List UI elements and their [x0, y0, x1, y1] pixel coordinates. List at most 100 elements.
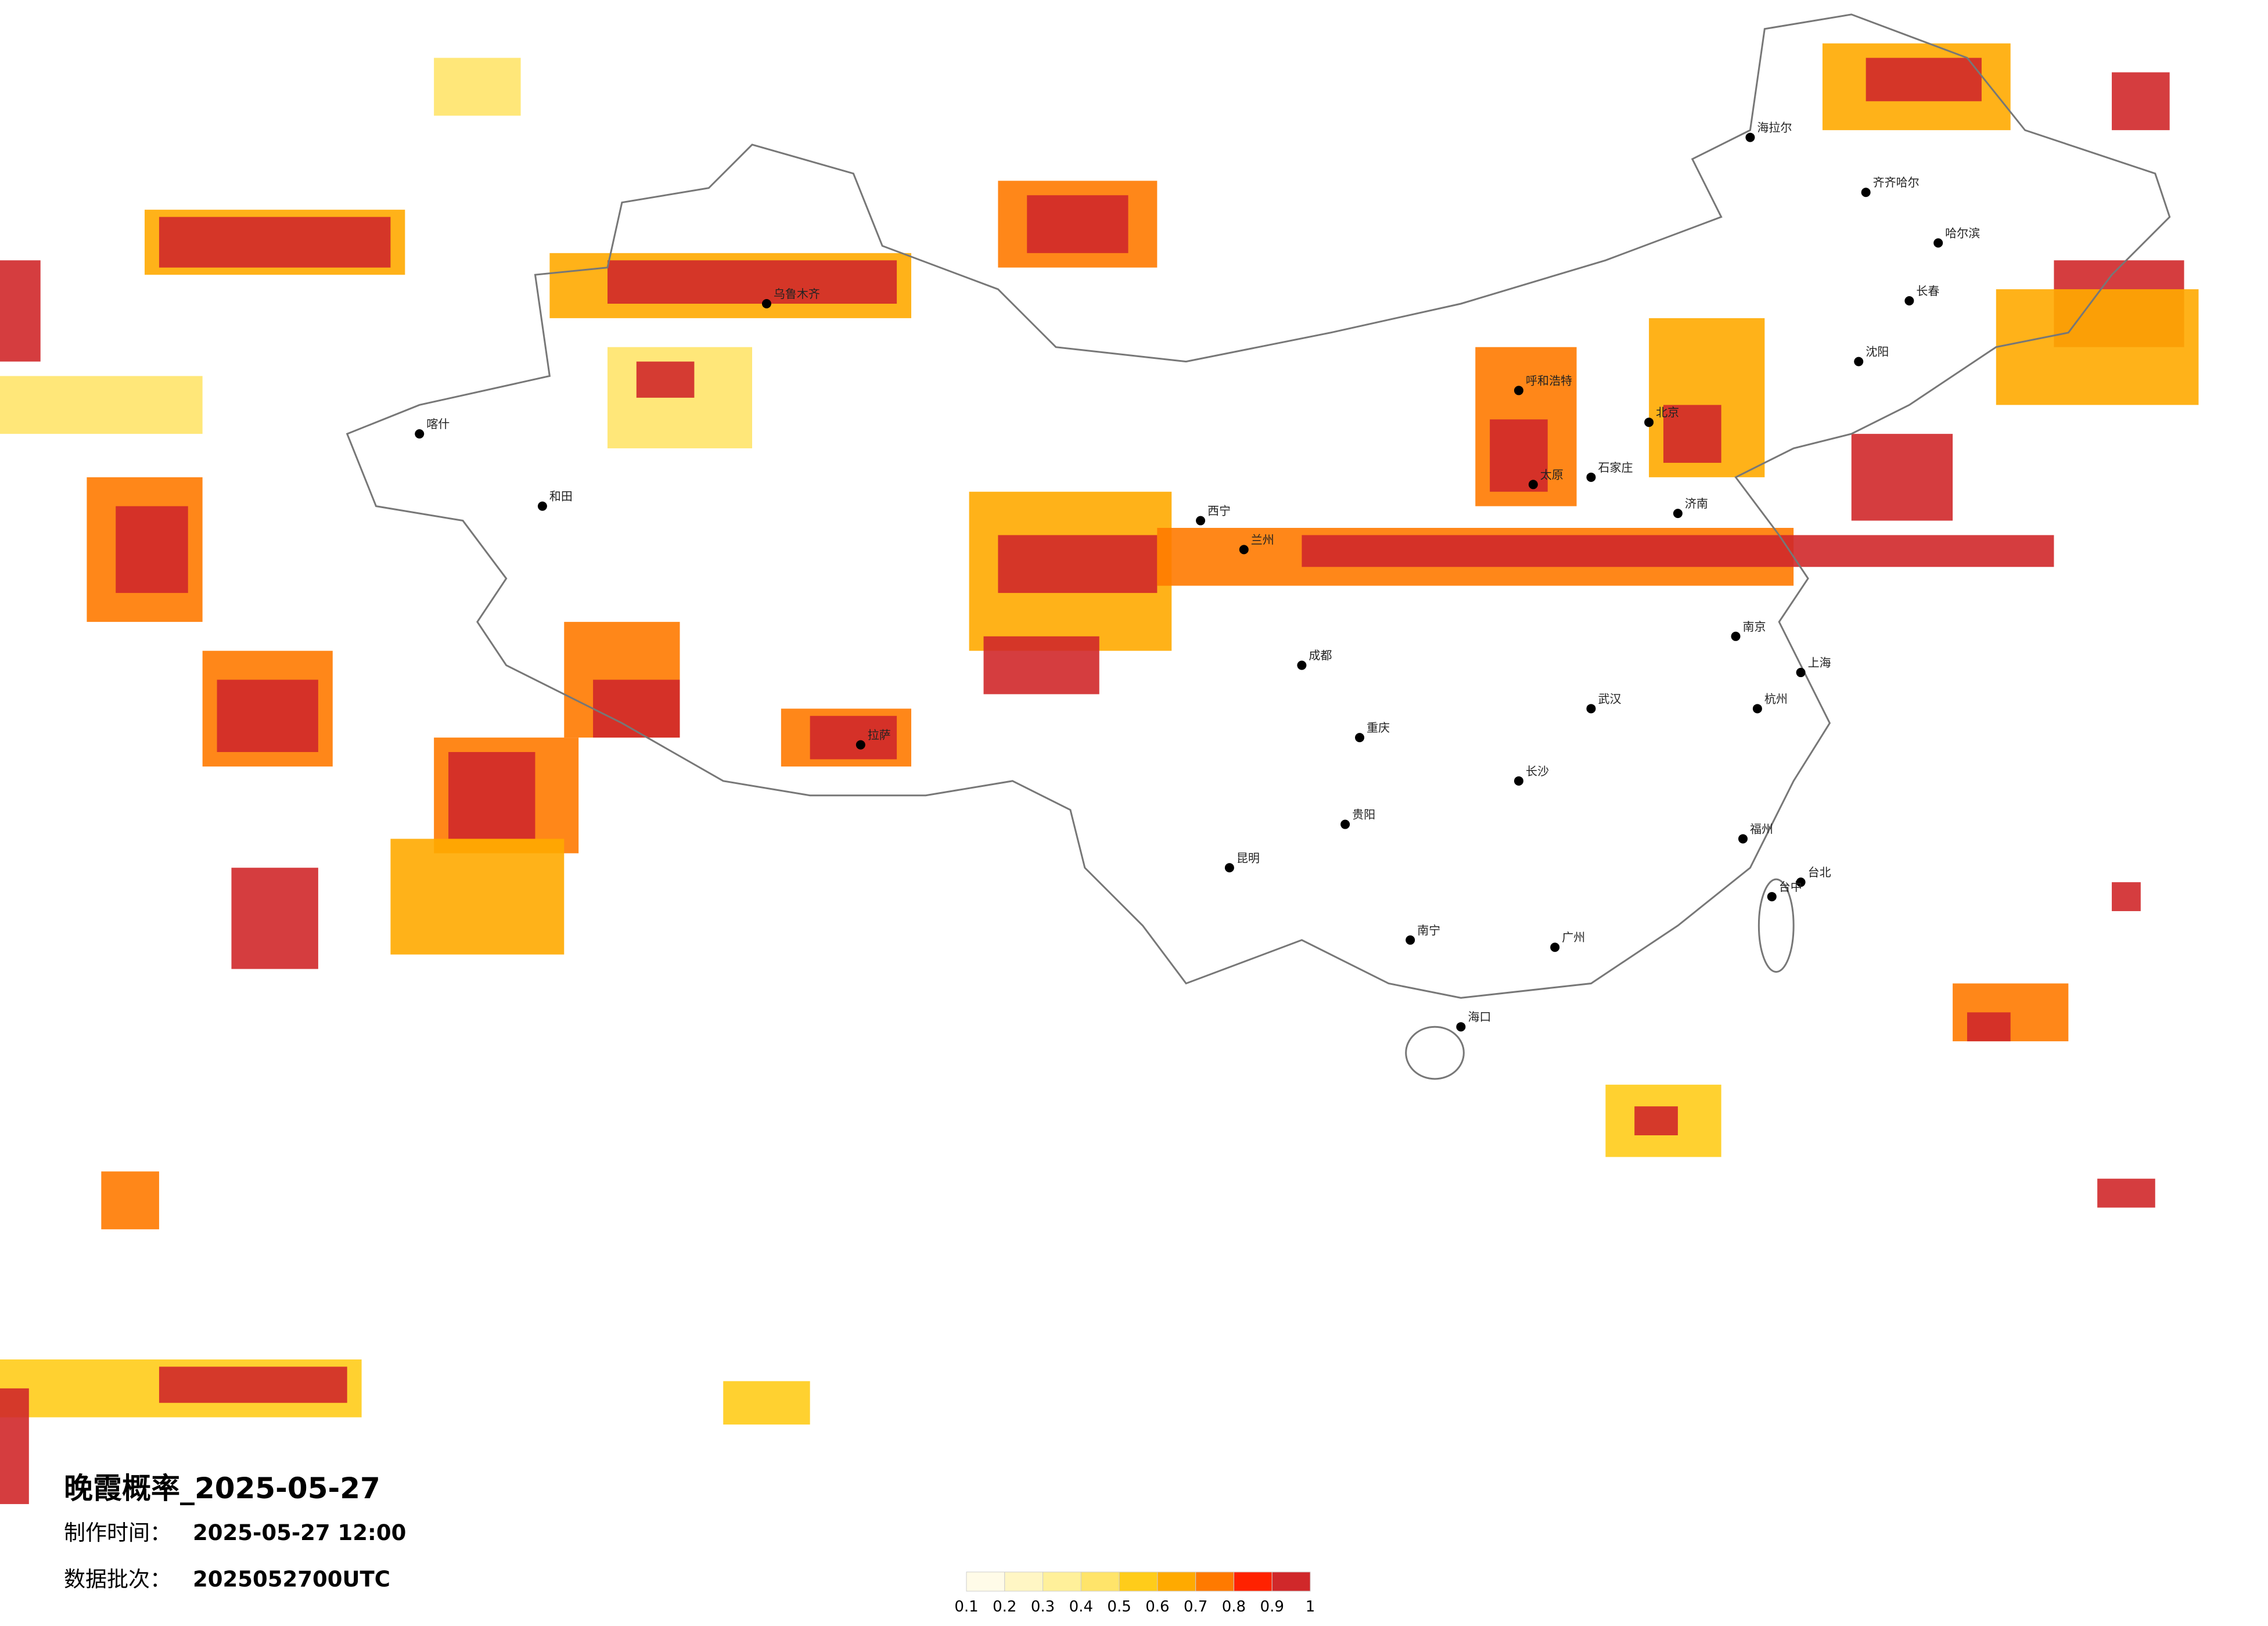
city-label: 沈阳	[1866, 345, 1889, 359]
city-dot	[1550, 942, 1560, 952]
city-label: 石家庄	[1598, 461, 1633, 474]
city-dot	[1738, 834, 1748, 844]
city-dot	[1406, 935, 1415, 945]
colorbar-tick-label: 0.6	[1145, 1598, 1169, 1616]
taiwan	[1757, 878, 1795, 973]
heat-cell	[1967, 1012, 2011, 1042]
city-dot	[1745, 132, 1755, 142]
city-label: 南宁	[1417, 923, 1440, 937]
heat-cell	[0, 260, 41, 362]
colorbar-tick-label: 0.9	[1260, 1598, 1284, 1616]
heat-cell	[1851, 434, 1953, 521]
city-dot	[1586, 704, 1596, 714]
heat-cell	[231, 868, 318, 969]
colorbar-tick-label: 0.2	[993, 1598, 1016, 1616]
colorbar-tick-label: 0.1	[954, 1598, 978, 1616]
city-dot	[537, 501, 547, 511]
heat-cell	[2097, 1178, 2155, 1208]
cities: 海拉尔齐齐哈尔哈尔滨长春沈阳呼和浩特北京石家庄太原济南西宁兰州成都重庆武汉长沙南…	[415, 121, 1980, 1032]
colorbar-swatch	[1195, 1571, 1234, 1592]
city-label: 广州	[1562, 930, 1585, 944]
city-dot	[1456, 1022, 1466, 1032]
heat-cell	[1663, 405, 1721, 463]
heat-cell	[217, 679, 318, 753]
colorbar-tick-label: 0.5	[1107, 1598, 1131, 1616]
country-border	[346, 13, 2171, 999]
city-dot	[1586, 472, 1596, 482]
city-label: 北京	[1656, 405, 1679, 419]
heat-cell	[101, 1171, 159, 1229]
city-label: 兰州	[1251, 533, 1274, 546]
heat-cell	[1866, 57, 1982, 102]
city-label: 海口	[1468, 1010, 1491, 1024]
city-label: 贵阳	[1352, 808, 1375, 822]
city-label: 福州	[1750, 822, 1773, 836]
heat-cell	[723, 1381, 810, 1425]
city-label: 台北	[1808, 865, 1831, 879]
colorbar-swatch	[1119, 1571, 1158, 1592]
colorbar-swatch	[1080, 1571, 1120, 1592]
city-dot	[1224, 863, 1234, 873]
city-label: 重庆	[1367, 721, 1390, 735]
city-label: 成都	[1309, 649, 1332, 663]
heat-cell	[1634, 1106, 1678, 1135]
hainan	[1405, 1026, 1465, 1080]
heat-cell	[1996, 289, 2199, 405]
heat-cell	[1302, 535, 2054, 567]
colorbar-swatch	[1233, 1571, 1273, 1592]
colorbar-tick-label: 0.8	[1222, 1598, 1246, 1616]
city-dot	[1514, 386, 1523, 395]
city-label: 武汉	[1598, 692, 1621, 706]
city-dot	[1752, 704, 1762, 714]
city-dot	[1854, 357, 1864, 366]
batch-value: 2025052700UTC	[193, 1567, 390, 1592]
city-label: 南京	[1743, 620, 1766, 634]
heat-cell	[434, 57, 521, 116]
heat-cell	[159, 1366, 347, 1403]
heat-cell	[636, 361, 695, 398]
city-dot	[1933, 238, 1943, 248]
colorbar-tick-label: 0.4	[1069, 1598, 1093, 1616]
city-dot	[1644, 418, 1654, 427]
city-label: 喀什	[426, 417, 450, 431]
city-label: 乌鲁木齐	[774, 287, 820, 301]
heat-cell	[448, 752, 535, 839]
heat-cell	[0, 1388, 29, 1505]
heat-cell	[998, 535, 1158, 593]
heat-cell	[390, 839, 565, 955]
city-dot	[1673, 509, 1683, 519]
colorbar-swatch	[966, 1571, 1005, 1592]
city-dot	[761, 298, 771, 308]
city-dot	[1767, 892, 1777, 902]
city-label: 济南	[1685, 497, 1708, 510]
borders	[346, 13, 2171, 1080]
city-dot	[1861, 188, 1871, 197]
city-label: 台中	[1779, 880, 1802, 894]
city-dot	[1514, 776, 1523, 786]
heat-cell	[0, 376, 203, 434]
colorbar-swatch	[1043, 1571, 1081, 1592]
city-dot	[415, 429, 425, 439]
heat-cell	[2112, 882, 2141, 911]
heat-cell	[810, 715, 897, 760]
colorbar-swatch	[1157, 1571, 1196, 1592]
city-dot	[1528, 480, 1538, 490]
city-label: 哈尔滨	[1945, 226, 1980, 240]
city-dot	[1340, 819, 1350, 829]
city-dot	[1731, 631, 1741, 641]
title: 晚霞概率_2025-05-27	[64, 1472, 380, 1505]
probability-field	[0, 43, 2199, 1505]
heat-cell	[1490, 419, 1548, 492]
city-label: 上海	[1808, 656, 1831, 670]
colorbar: 0.1 0.2 0.3 0.4 0.5 0.6 0.7 0.8 0.9 1	[954, 1571, 1315, 1616]
city-label: 长春	[1916, 284, 1939, 298]
colorbar-tick-label: 0.7	[1184, 1598, 1207, 1616]
colorbar-swatch	[1004, 1571, 1044, 1592]
made-value: 2025-05-27 12:00	[193, 1520, 406, 1545]
city-dot	[1297, 660, 1307, 670]
city-label: 太原	[1540, 467, 1563, 481]
colorbar-tick-label: 0.3	[1031, 1598, 1055, 1616]
city-dot	[1904, 296, 1914, 306]
heat-cell	[2112, 72, 2170, 131]
heat-cell	[983, 636, 1099, 695]
